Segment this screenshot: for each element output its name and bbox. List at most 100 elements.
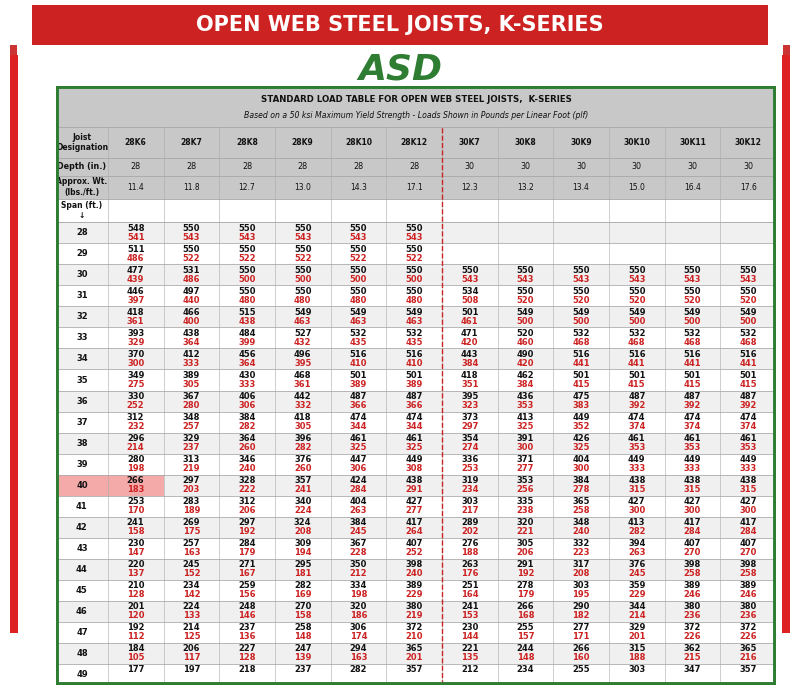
- Text: 486: 486: [182, 275, 200, 284]
- Text: 313: 313: [182, 455, 200, 464]
- Text: 245: 245: [628, 569, 646, 578]
- Text: 353: 353: [517, 476, 534, 485]
- Text: 160: 160: [572, 653, 590, 662]
- Text: 264: 264: [406, 527, 423, 536]
- Text: 206: 206: [238, 506, 256, 515]
- Text: 179: 179: [238, 548, 256, 557]
- Text: 500: 500: [294, 275, 311, 284]
- Bar: [219, 495, 275, 517]
- Bar: [498, 327, 554, 349]
- Text: 516: 516: [572, 350, 590, 359]
- Text: 415: 415: [739, 380, 757, 389]
- Bar: [386, 475, 442, 495]
- Bar: [498, 369, 554, 391]
- Text: 500: 500: [406, 275, 422, 284]
- Text: 543: 543: [406, 233, 423, 242]
- Text: 236: 236: [739, 611, 757, 620]
- Text: 500: 500: [350, 275, 367, 284]
- Bar: [330, 306, 386, 327]
- Text: 171: 171: [572, 632, 590, 641]
- Text: 392: 392: [684, 401, 701, 410]
- Bar: [219, 264, 275, 286]
- Bar: [163, 433, 219, 453]
- Bar: [56, 411, 108, 433]
- Text: 364: 364: [238, 359, 256, 368]
- Text: 449: 449: [406, 455, 423, 464]
- Text: 38: 38: [76, 438, 88, 447]
- Text: 216: 216: [739, 653, 757, 662]
- Bar: [330, 475, 386, 495]
- Text: 441: 441: [572, 359, 590, 368]
- Bar: [56, 222, 108, 244]
- Bar: [498, 244, 554, 264]
- Bar: [554, 663, 609, 685]
- Text: 226: 226: [739, 632, 757, 641]
- Bar: [386, 453, 442, 475]
- Bar: [163, 369, 219, 391]
- Bar: [386, 601, 442, 621]
- Bar: [498, 579, 554, 601]
- Text: 192: 192: [127, 623, 145, 632]
- Text: 201: 201: [628, 632, 646, 641]
- Text: 550: 550: [294, 287, 311, 296]
- Text: 449: 449: [739, 455, 757, 464]
- Text: 352: 352: [572, 422, 590, 431]
- Text: 501: 501: [572, 371, 590, 380]
- Bar: [609, 433, 665, 453]
- Text: 218: 218: [238, 665, 256, 674]
- Text: 12.3: 12.3: [462, 182, 478, 192]
- Bar: [720, 559, 776, 579]
- Bar: [720, 579, 776, 601]
- Bar: [219, 286, 275, 306]
- Bar: [498, 559, 554, 579]
- Text: 400: 400: [182, 317, 200, 326]
- Text: 484: 484: [238, 329, 256, 338]
- Text: 229: 229: [406, 590, 423, 599]
- Text: 248: 248: [238, 602, 256, 611]
- Bar: [554, 244, 609, 264]
- Text: 270: 270: [294, 602, 311, 611]
- Text: 297: 297: [238, 518, 256, 527]
- Text: 532: 532: [628, 329, 646, 338]
- Text: 11.8: 11.8: [183, 182, 200, 192]
- Bar: [498, 495, 554, 517]
- Text: 300: 300: [517, 443, 534, 452]
- Bar: [720, 244, 776, 264]
- Text: 289: 289: [461, 518, 478, 527]
- Text: 461: 461: [406, 434, 423, 443]
- Bar: [665, 517, 720, 537]
- Text: 163: 163: [350, 653, 367, 662]
- Text: 28: 28: [354, 162, 363, 171]
- Text: 128: 128: [238, 653, 256, 662]
- Text: 522: 522: [406, 254, 423, 263]
- Bar: [108, 579, 163, 601]
- Bar: [554, 453, 609, 475]
- Text: 12.7: 12.7: [238, 182, 255, 192]
- Text: 229: 229: [628, 590, 646, 599]
- Text: 245: 245: [182, 560, 200, 569]
- Text: 175: 175: [182, 527, 200, 536]
- Text: 148: 148: [294, 632, 311, 641]
- Text: 297: 297: [461, 422, 478, 431]
- Text: 413: 413: [517, 413, 534, 422]
- Bar: [275, 244, 330, 264]
- Text: 241: 241: [461, 602, 478, 611]
- Bar: [386, 537, 442, 559]
- Text: 28: 28: [130, 162, 141, 171]
- Bar: [386, 391, 442, 411]
- Bar: [665, 537, 720, 559]
- Text: 221: 221: [461, 644, 478, 653]
- Text: 271: 271: [238, 560, 256, 569]
- Text: 28K7: 28K7: [181, 138, 202, 147]
- Text: 367: 367: [350, 539, 367, 548]
- Text: 333: 333: [684, 464, 701, 473]
- Text: 305: 305: [517, 539, 534, 548]
- Text: 208: 208: [294, 527, 311, 536]
- Bar: [609, 495, 665, 517]
- Text: 380: 380: [684, 602, 701, 611]
- Bar: [56, 158, 776, 176]
- Text: 323: 323: [461, 401, 478, 410]
- Text: 532: 532: [350, 329, 367, 338]
- Text: 487: 487: [406, 392, 422, 401]
- Bar: [219, 222, 275, 244]
